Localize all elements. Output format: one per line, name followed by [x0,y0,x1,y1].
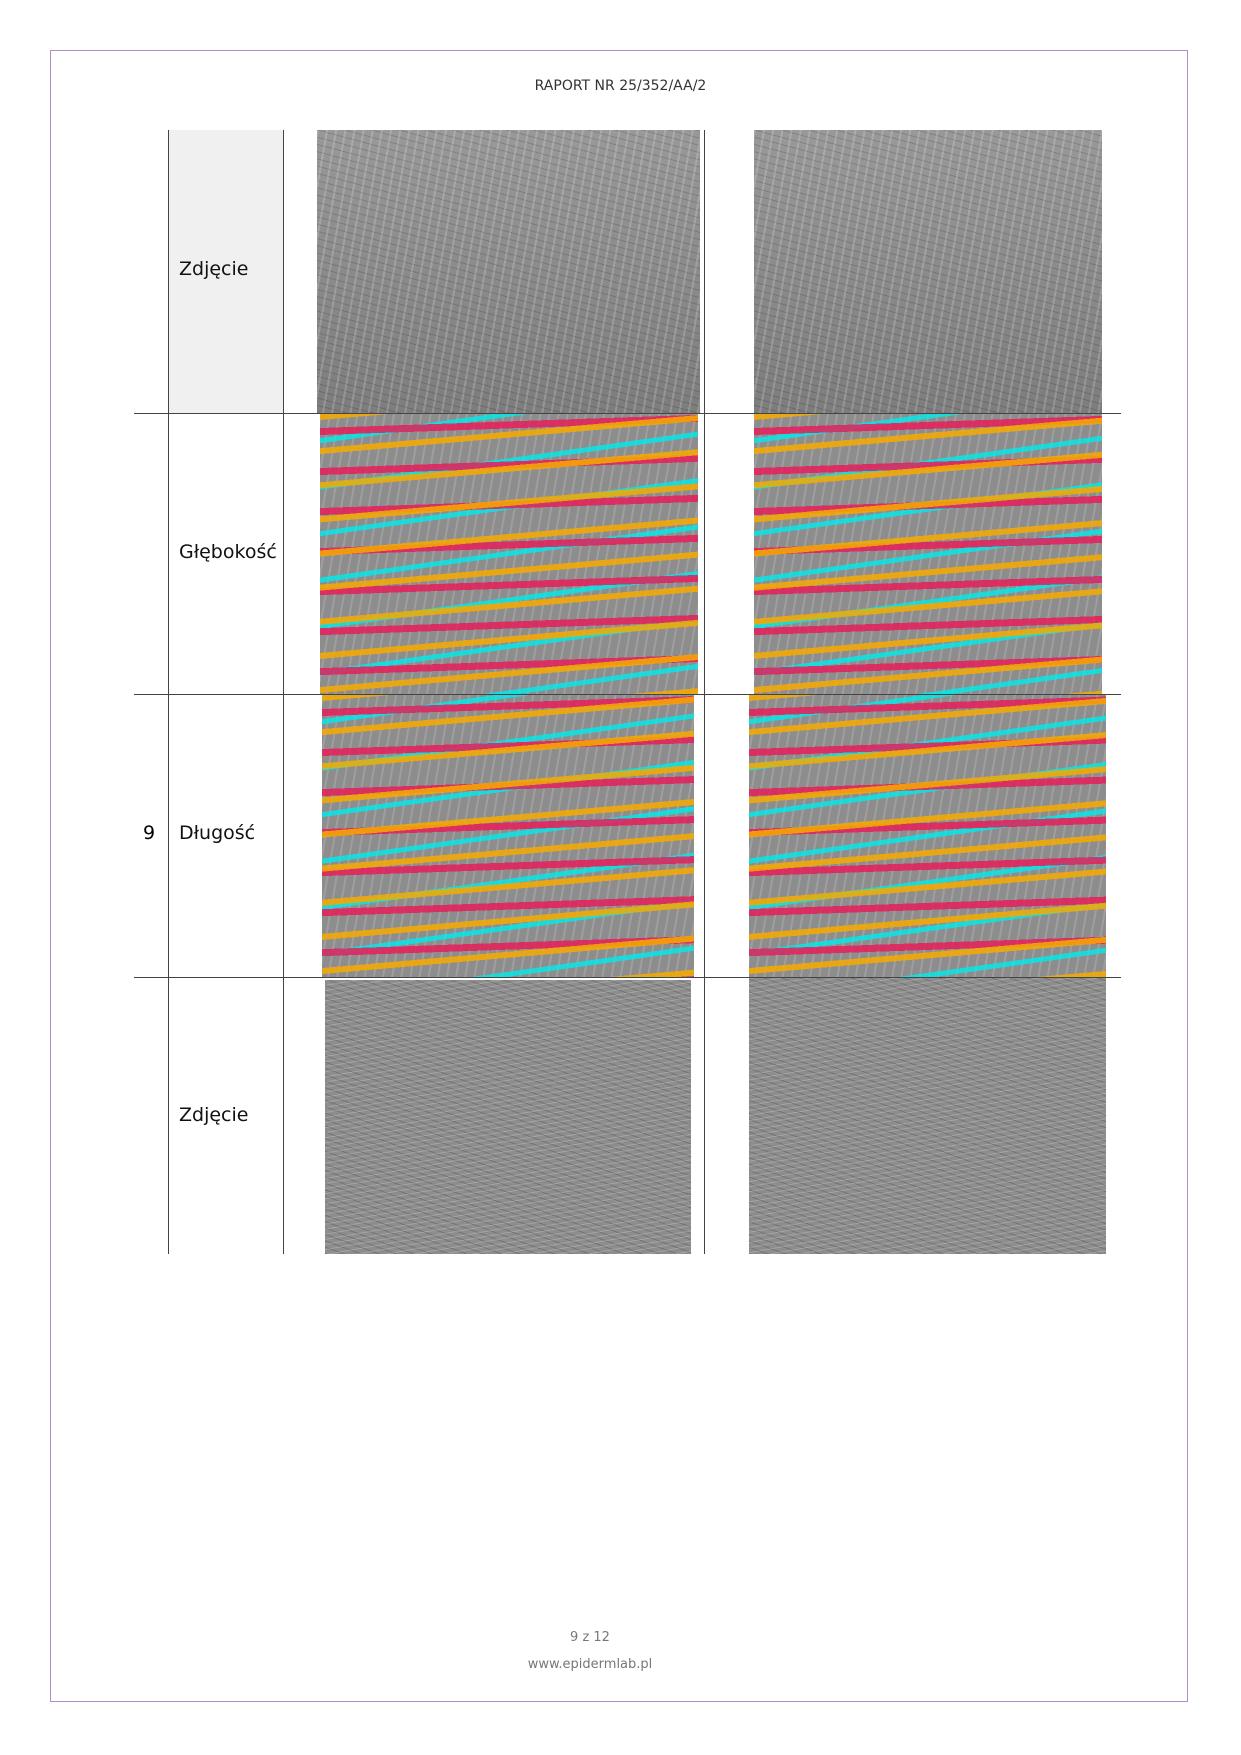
table-line [283,130,284,1254]
table-line [134,977,1121,978]
label-cell-bg [168,130,283,413]
depth-map [754,414,1102,694]
depth-map [320,414,698,694]
skin-photo [325,980,691,1254]
length-map [322,695,694,977]
page-border [50,50,1188,1702]
table-line [168,130,169,1254]
skin-photo [317,130,700,413]
row-label: Długość [179,822,256,844]
report-title: RAPORT NR 25/352/AA/2 [534,78,707,94]
row-label: Zdjęcie [179,258,249,280]
table-line [704,130,705,1254]
skin-photo [749,978,1106,1254]
row-label: Głębokość [179,541,277,563]
row-number: 9 [143,822,156,844]
page-number: 9 z 12 [570,1630,610,1645]
skin-photo [754,130,1102,413]
table-line [134,694,1121,695]
row-label: Zdjęcie [179,1104,249,1126]
length-map [749,695,1106,977]
table-line [134,413,1121,414]
website: www.epidermlab.pl [527,1657,653,1672]
